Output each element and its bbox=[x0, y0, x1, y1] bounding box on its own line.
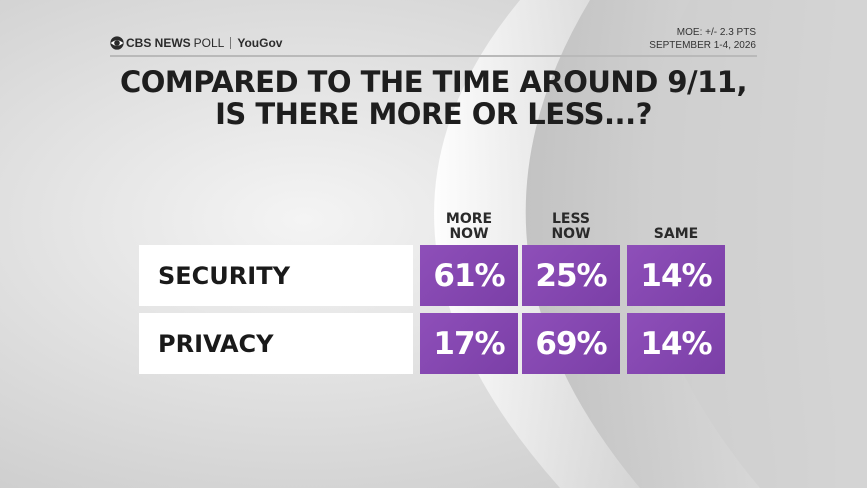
column-header: SAME bbox=[653, 226, 699, 242]
value-cell: 14% bbox=[627, 245, 725, 306]
partner-name: YouGov bbox=[237, 36, 283, 50]
brand-suffix: POLL bbox=[193, 36, 225, 50]
title-line-1: COMPARED TO THE TIME AROUND 9/11, bbox=[119, 65, 748, 99]
column-header: LESS NOW bbox=[551, 211, 591, 242]
poll-dates: SEPTEMBER 1-4, 2026 bbox=[649, 40, 756, 51]
header-divider bbox=[110, 55, 757, 57]
row-label: PRIVACY bbox=[139, 313, 413, 374]
cbs-eye-icon bbox=[110, 36, 124, 50]
brand-name: CBS NEWS bbox=[126, 36, 191, 50]
brand-logo: CBS NEWS POLL YouGov bbox=[110, 35, 282, 51]
poll-meta: MOE: +/- 2.3 PTS SEPTEMBER 1-4, 2026 bbox=[649, 26, 756, 52]
margin-of-error: MOE: +/- 2.3 PTS bbox=[676, 27, 756, 38]
chart-title: COMPARED TO THE TIME AROUND 9/11, IS THE… bbox=[0, 66, 867, 130]
value-cell: 25% bbox=[522, 245, 620, 306]
value-cell: 14% bbox=[627, 313, 725, 374]
value-cell: 61% bbox=[420, 245, 518, 306]
brand-separator bbox=[230, 37, 232, 49]
title-line-2: IS THERE MORE OR LESS...? bbox=[215, 97, 652, 131]
value-cell: 69% bbox=[522, 313, 620, 374]
column-header: MORE NOW bbox=[445, 211, 493, 242]
row-label: SECURITY bbox=[139, 245, 413, 306]
value-cell: 17% bbox=[420, 313, 518, 374]
